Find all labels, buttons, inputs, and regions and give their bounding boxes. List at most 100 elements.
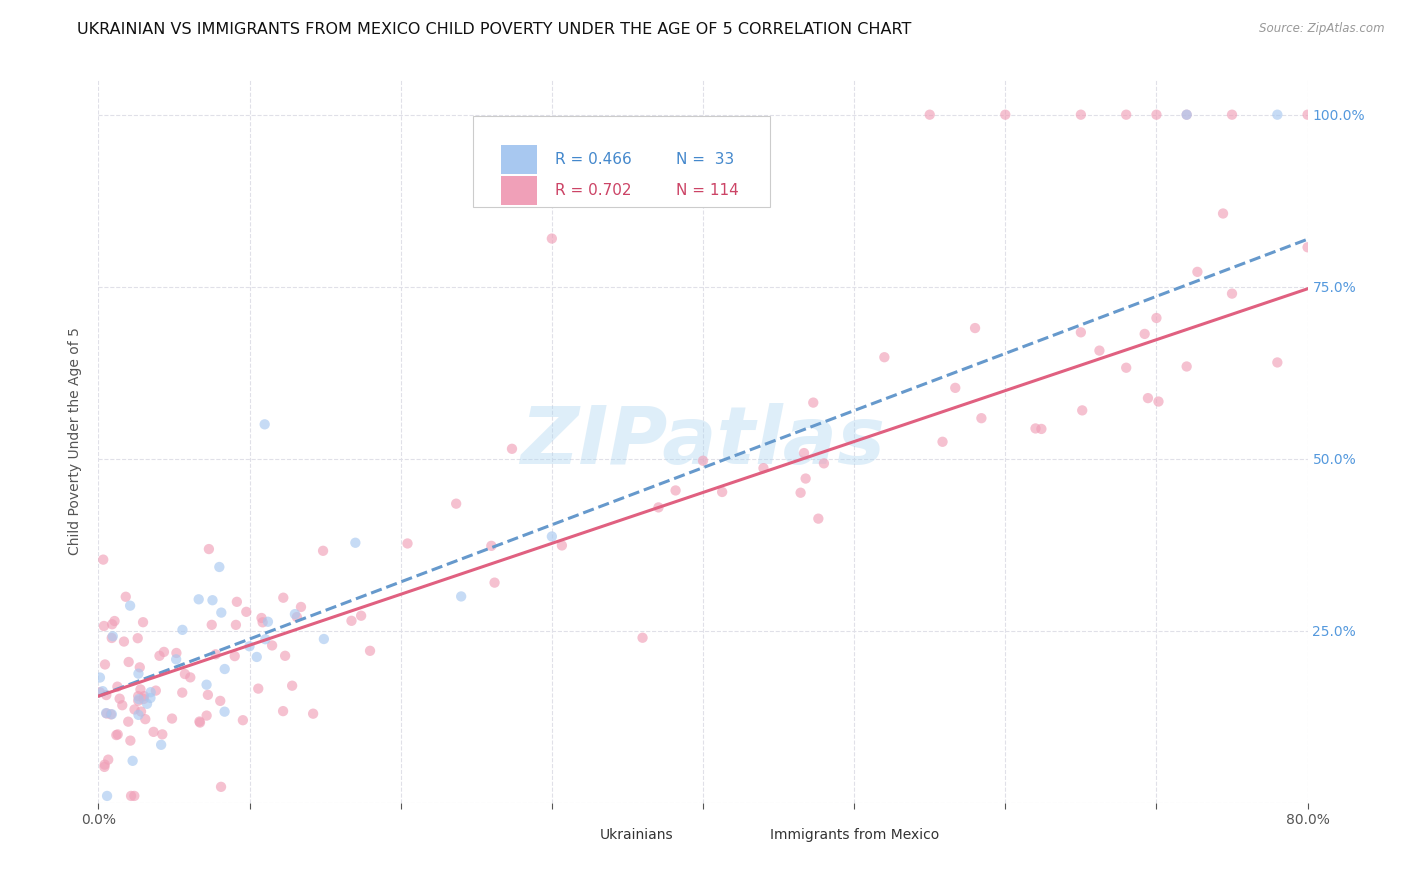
Point [1070, 326, 1092, 340]
Point [752, 461, 775, 475]
Point [172, 685, 194, 699]
Point [1144, 108, 1167, 122]
Point [120, 599, 142, 613]
Point [139, 685, 162, 699]
Text: N =  33: N = 33 [676, 153, 735, 168]
Point [120, 733, 142, 747]
Point [540, 529, 562, 543]
Point [994, 108, 1017, 122]
Point [103, 614, 125, 628]
Point [132, 692, 155, 706]
Point [124, 702, 146, 716]
Point [96, 688, 118, 702]
Point [254, 632, 277, 647]
Point [120, 789, 142, 803]
Point [148, 648, 170, 663]
Point [801, 395, 824, 409]
Point [198, 542, 221, 557]
Point [101, 707, 124, 722]
Point [127, 666, 149, 681]
Text: Source: ZipAtlas.com: Source: ZipAtlas.com [1260, 22, 1385, 36]
Point [107, 727, 129, 741]
Point [807, 511, 830, 525]
Point [1031, 422, 1053, 436]
Point [247, 681, 270, 696]
FancyBboxPatch shape [734, 824, 759, 847]
Point [195, 678, 218, 692]
Point [250, 611, 273, 625]
Point [965, 321, 987, 335]
Point [631, 631, 654, 645]
Point [1212, 206, 1234, 220]
Point [238, 640, 260, 654]
Point [179, 670, 201, 684]
Point [235, 605, 257, 619]
Point [281, 679, 304, 693]
Point [1175, 108, 1198, 122]
Point [165, 652, 187, 666]
Point [271, 704, 294, 718]
Point [450, 590, 472, 604]
Text: R = 0.466: R = 0.466 [555, 153, 633, 168]
Point [444, 497, 467, 511]
Point [1115, 360, 1137, 375]
Point [1136, 391, 1159, 405]
Point [1220, 108, 1243, 122]
Point [150, 727, 173, 741]
Point [1147, 394, 1170, 409]
Point [208, 560, 231, 574]
Point [692, 454, 714, 468]
Point [105, 728, 128, 742]
Point [873, 350, 896, 364]
Point [128, 660, 150, 674]
Point [340, 614, 363, 628]
Point [1296, 108, 1319, 122]
Point [121, 754, 143, 768]
Text: Ukrainians: Ukrainians [600, 829, 673, 842]
FancyBboxPatch shape [501, 145, 537, 174]
Point [540, 231, 562, 245]
Point [187, 592, 209, 607]
Point [127, 689, 149, 703]
Point [128, 692, 150, 706]
Point [165, 646, 187, 660]
Text: N = 114: N = 114 [676, 184, 740, 198]
Point [253, 417, 276, 432]
Text: ZIPatlas: ZIPatlas [520, 402, 886, 481]
Point [96, 706, 118, 721]
Point [96, 789, 118, 803]
Point [484, 575, 506, 590]
Point [91, 684, 114, 698]
Point [195, 708, 218, 723]
Point [647, 500, 669, 515]
Point [129, 705, 152, 719]
Point [108, 691, 131, 706]
Point [1296, 240, 1319, 254]
Point [89, 685, 111, 699]
Point [396, 536, 419, 550]
Point [1024, 421, 1046, 435]
Point [970, 411, 993, 425]
Point [224, 649, 246, 664]
Point [257, 615, 280, 629]
Point [142, 724, 165, 739]
Point [201, 617, 224, 632]
Point [127, 694, 149, 708]
Point [274, 648, 297, 663]
Point [174, 667, 197, 681]
Point [284, 607, 307, 621]
Point [101, 617, 124, 632]
Point [94, 657, 117, 672]
Point [124, 789, 146, 803]
Point [91, 552, 114, 566]
Point [359, 644, 381, 658]
Point [150, 738, 173, 752]
Point [127, 631, 149, 645]
Point [1187, 265, 1209, 279]
Point [209, 606, 232, 620]
Point [271, 591, 294, 605]
Point [153, 645, 176, 659]
Point [111, 698, 134, 713]
Point [252, 615, 274, 630]
Point [145, 683, 167, 698]
